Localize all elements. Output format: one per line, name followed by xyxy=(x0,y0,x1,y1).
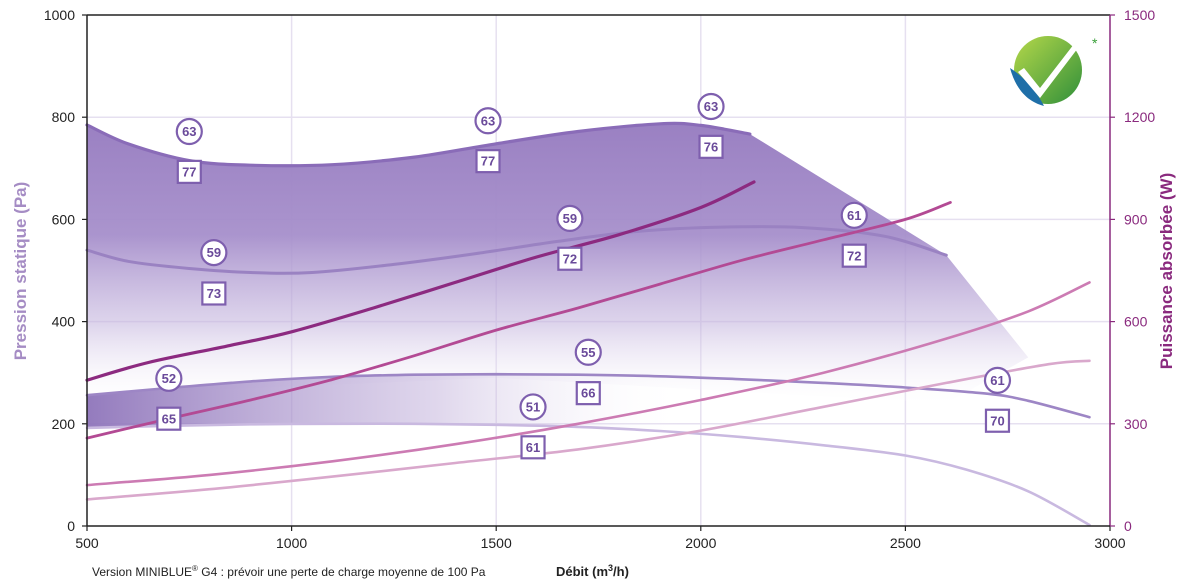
sound-pressure-box xyxy=(520,435,546,460)
sound-pressure-box xyxy=(557,246,583,271)
sound-pressure-box xyxy=(841,243,867,268)
y-right-tick-label: 0 xyxy=(1124,518,1132,534)
x-tick-label: 2500 xyxy=(890,535,921,551)
sound-power-label: 59 xyxy=(207,245,221,260)
sound-power-label: 63 xyxy=(481,113,495,128)
sound-power-circle xyxy=(519,393,547,421)
y-left-tick-label: 600 xyxy=(52,211,76,227)
sound-power-circle xyxy=(574,338,602,366)
x-tick-label: 1000 xyxy=(276,535,307,551)
pressure-curve-1 xyxy=(85,121,752,168)
x-tick-label: 1500 xyxy=(481,535,512,551)
sound-pressure-label: 70 xyxy=(990,413,1004,428)
sound-pressure-label: 72 xyxy=(563,251,577,266)
certification-logo: * xyxy=(1010,35,1098,106)
y-left-tick-label: 200 xyxy=(52,416,76,432)
sound-pressure-box xyxy=(984,408,1011,433)
y-left-tick-label: 400 xyxy=(52,314,76,330)
sound-power-circle xyxy=(175,117,203,146)
x-tick-label: 2000 xyxy=(685,535,716,551)
sound-pressure-box xyxy=(156,406,182,431)
sound-power-circle xyxy=(556,204,584,232)
power-curve-4 xyxy=(85,359,1091,501)
sound-power-label: 63 xyxy=(182,124,196,139)
logo-swoosh xyxy=(1010,68,1044,106)
sound-pressure-label: 73 xyxy=(207,286,221,301)
power-curve-2 xyxy=(85,201,952,440)
sound-pressure-label: 72 xyxy=(847,248,861,263)
sound-pressure-box xyxy=(201,281,227,306)
sound-level-markers: 63 77 63 77 63 76 59 73 59 72 61 72 52 65 55 66 51 61 61 70 xyxy=(155,92,1012,460)
pressure-curve-4 xyxy=(85,422,1091,527)
sound-power-circle xyxy=(840,201,868,229)
sound-pressure-box xyxy=(698,134,724,159)
power-curve-3 xyxy=(85,281,1091,487)
sound-power-circle xyxy=(200,239,228,267)
axes: 500 1000 1500 2000 2500 300002004006008001000… xyxy=(44,7,1156,551)
y-right-tick-label: 900 xyxy=(1124,211,1148,227)
sound-power-label: 61 xyxy=(847,208,861,223)
sound-power-circle xyxy=(697,92,725,121)
y-axis-left-title: Pression statique (Pa) xyxy=(11,182,30,361)
sound-pressure-box xyxy=(575,381,601,406)
sound-power-circle xyxy=(155,364,183,392)
x-tick-label: 3000 xyxy=(1094,535,1125,551)
sound-pressure-box xyxy=(176,159,202,184)
logo-check xyxy=(1018,44,1078,98)
sound-power-circle xyxy=(983,366,1012,394)
sound-pressure-label: 65 xyxy=(162,411,176,426)
sound-power-label: 55 xyxy=(581,345,595,360)
x-tick-label: 500 xyxy=(75,535,99,551)
y-left-tick-label: 800 xyxy=(52,109,76,125)
power-curve-1 xyxy=(85,180,756,382)
y-left-tick-label: 1000 xyxy=(44,7,75,23)
y-right-tick-label: 600 xyxy=(1124,314,1148,330)
sound-power-label: 59 xyxy=(563,211,577,226)
sound-pressure-label: 77 xyxy=(182,164,196,179)
operating-area-lower xyxy=(87,374,1090,525)
curves xyxy=(85,121,1091,527)
x-axis-title: Débit (m3/h) xyxy=(556,563,629,579)
y-right-tick-label: 300 xyxy=(1124,416,1148,432)
logo-asterisk: * xyxy=(1092,35,1098,51)
y-left-tick-label: 0 xyxy=(67,518,75,534)
y-right-tick-label: 1500 xyxy=(1124,7,1155,23)
sound-pressure-label: 76 xyxy=(704,139,718,154)
sound-pressure-box xyxy=(475,149,501,174)
sound-pressure-label: 77 xyxy=(481,154,495,169)
sound-power-circle xyxy=(474,107,502,135)
sound-power-label: 51 xyxy=(526,400,540,415)
y-axis-right-title: Puissance absorbée (W) xyxy=(1157,173,1176,370)
sound-power-label: 52 xyxy=(162,371,176,386)
sound-power-label: 61 xyxy=(990,373,1004,388)
sound-pressure-label: 66 xyxy=(581,386,595,401)
pressure-curve-3 xyxy=(85,372,1091,419)
y-right-tick-label: 1200 xyxy=(1124,109,1155,125)
pressure-curve-2 xyxy=(85,225,948,275)
sound-pressure-label: 61 xyxy=(526,440,540,455)
footnote: Version MINIBLUE® G4 : prévoir une perte… xyxy=(92,564,486,579)
sound-power-label: 63 xyxy=(704,99,718,114)
